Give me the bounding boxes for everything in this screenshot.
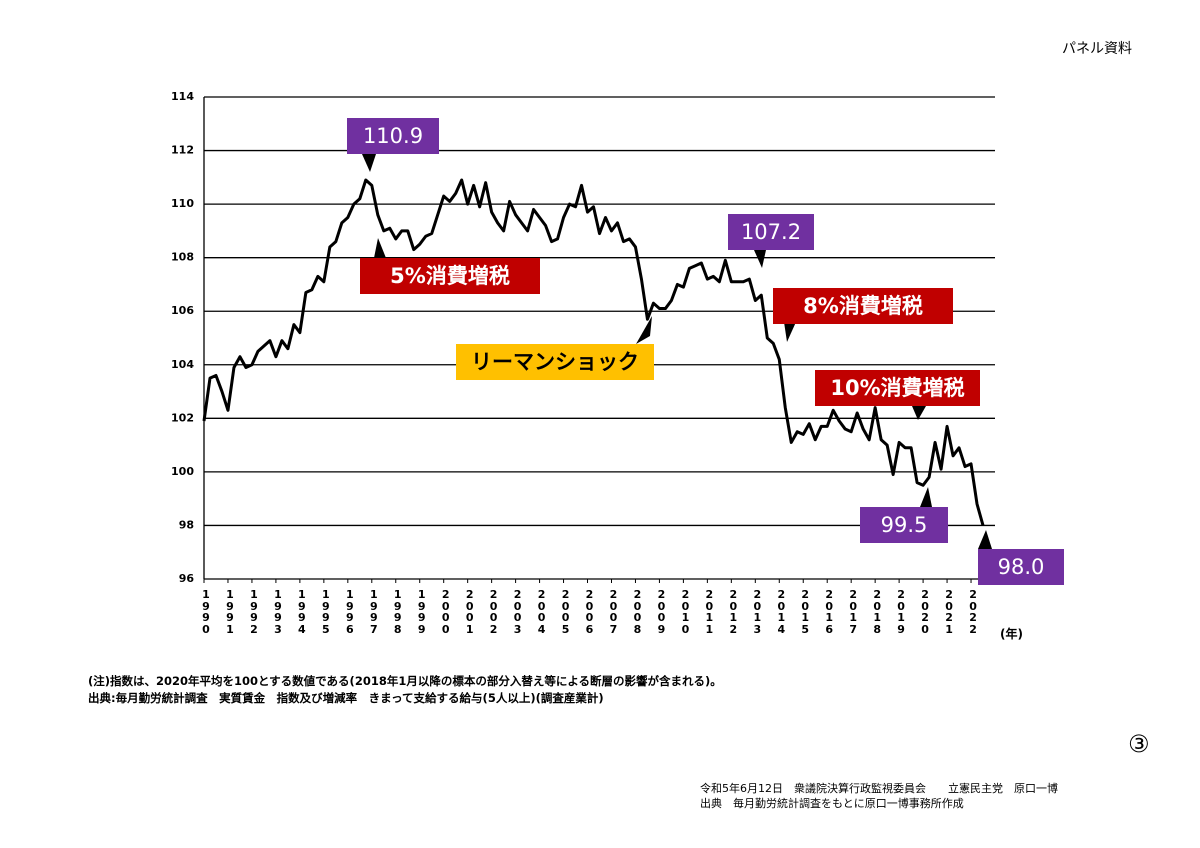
- x-tick-label: 1994: [298, 588, 306, 636]
- annotation-text: 99.5: [881, 513, 928, 537]
- x-tick-label: 1998: [393, 588, 402, 636]
- annotation-pointer: [362, 154, 376, 172]
- x-tick-label: 1999: [417, 588, 426, 636]
- y-tick-label: 96: [179, 572, 195, 585]
- line: [202, 178, 985, 526]
- x-tick-label: 2017: [849, 588, 857, 636]
- y-tick-label: 106: [171, 304, 194, 317]
- x-tick-label: 2005: [561, 588, 570, 636]
- annotation-text: リーマンショック: [471, 350, 639, 374]
- annotation-pointer: [912, 406, 926, 420]
- footer: 令和5年6月12日 衆議院決算行政監視委員会 立憲民主党 原口一博: [700, 782, 1058, 795]
- x-tick-label: 2004: [537, 588, 546, 636]
- x-tick-label: 2015: [801, 588, 810, 636]
- x-tick-label: 2018: [873, 588, 881, 636]
- x-tick-label: 2001: [465, 588, 474, 636]
- x-tick-label: 1991: [226, 588, 234, 636]
- annotation-box: [360, 258, 540, 294]
- annotation-box: [815, 370, 980, 406]
- x-tick-label: 1996: [345, 588, 354, 636]
- page-number: ③: [1128, 730, 1150, 758]
- x-tick-label: 2014: [777, 588, 786, 636]
- y-tick-label: 98: [179, 518, 194, 531]
- annotation-text: 8%消費増税: [803, 294, 923, 318]
- annotation-pointer: [754, 250, 766, 268]
- note: 出典:毎月勤労統計調査 実質賃金 指数及び増減率 きまって支給する給与(5人以上…: [88, 691, 604, 705]
- y-tick-label: 104: [171, 358, 194, 371]
- x-tick-label: 2000: [441, 588, 450, 636]
- x-tick-label: 2012: [729, 588, 738, 636]
- annotation-text: 107.2: [741, 220, 801, 244]
- x-tick-label: 1990: [202, 588, 210, 636]
- annotation-pointer: [636, 316, 652, 344]
- annotation-box: [456, 344, 654, 380]
- x-tick-label: 2016: [825, 588, 834, 636]
- header: パネル資料: [1062, 41, 1132, 57]
- x-tick-label: 2006: [585, 588, 594, 636]
- note: (注)指数は、2020年平均を100とする数値である(2018年1月以降の標本の…: [88, 674, 722, 688]
- annotation-box: [860, 507, 948, 543]
- annotation-box: [978, 549, 1064, 585]
- x-tick-label: 2022: [969, 588, 977, 636]
- annotation-text: 110.9: [363, 124, 423, 148]
- y-tick-label: 108: [171, 251, 194, 264]
- x-tick-label: 2011: [705, 588, 714, 636]
- x-tick-label: 2019: [897, 588, 905, 636]
- x-tick-label: 2003: [513, 588, 522, 636]
- y-tick-label: 114: [171, 90, 194, 103]
- annotation-text: 5%消費増税: [390, 264, 510, 288]
- annotation-pointer: [920, 487, 932, 507]
- annotation-box: [728, 214, 814, 250]
- x-tick-label: 2007: [609, 588, 618, 636]
- x-tick-label: 1997: [369, 588, 378, 636]
- y-tick-label: 102: [171, 411, 194, 424]
- footer: 出典 毎月勤労統計調査をもとに原口一博事務所作成: [700, 797, 964, 810]
- x-tick-label: 2002: [489, 588, 498, 636]
- annotation-pointer: [374, 238, 386, 258]
- annotation-pointer: [978, 530, 992, 549]
- x-tick-label: 2021: [945, 588, 953, 636]
- x-tick-label: 1995: [322, 588, 330, 636]
- y-tick-label: 100: [171, 465, 194, 478]
- x-tick-label: 2010: [681, 588, 690, 636]
- x-tick-label: 2008: [633, 588, 642, 636]
- annotation-text: 10%消費増税: [830, 376, 964, 400]
- x-tick-label: 2009: [657, 588, 666, 636]
- x-axis-label: (年): [1000, 627, 1023, 641]
- x-tick-label: 1992: [250, 588, 258, 636]
- annotation-text: 98.0: [998, 555, 1045, 579]
- annotation-box: [347, 118, 439, 154]
- x-tick-label: 2020: [921, 588, 929, 636]
- x-tick-label: 1993: [274, 588, 282, 636]
- y-tick-label: 112: [171, 144, 194, 157]
- annotation-pointer: [784, 322, 796, 342]
- x-tick-label: 2013: [753, 588, 762, 636]
- annotation-box: [773, 288, 953, 324]
- y-tick-label: 110: [171, 197, 194, 210]
